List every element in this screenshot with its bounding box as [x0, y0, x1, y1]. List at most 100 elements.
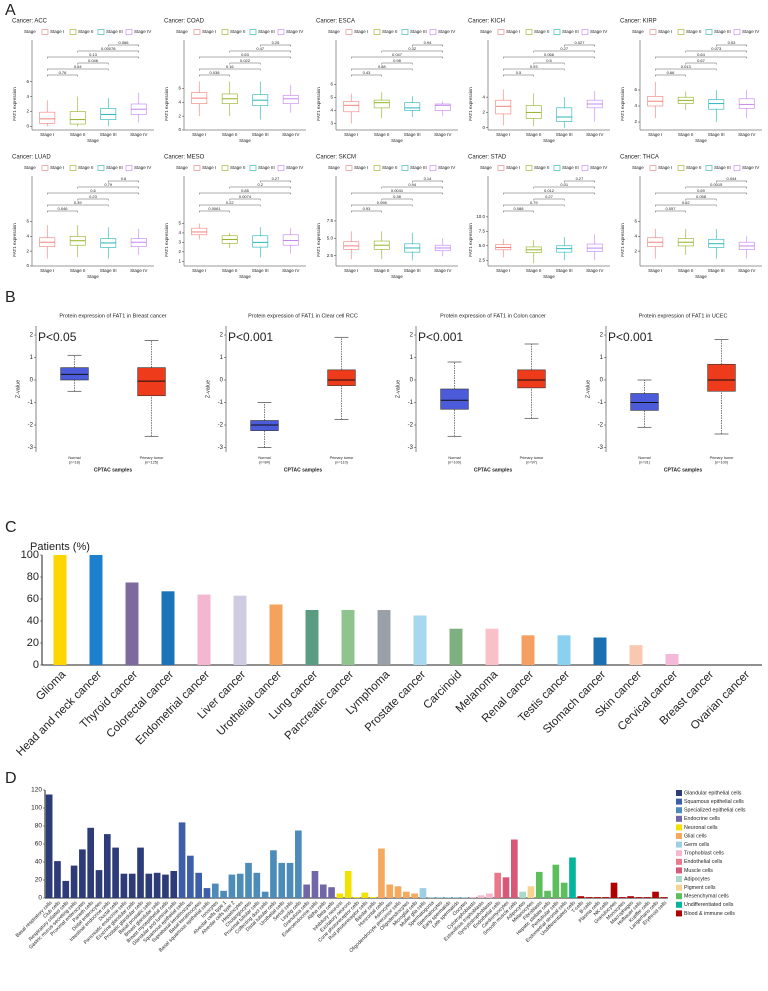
bracket [260, 180, 291, 183]
x-axis-label: Stage [695, 138, 707, 143]
bar [436, 897, 443, 898]
x-tick-label: Stage III [252, 132, 269, 137]
y-tick-label: 2 [26, 109, 29, 114]
bar [403, 891, 410, 898]
x-axis-label: CPTAC samples [284, 467, 322, 473]
x-tick-label: Stage II [526, 268, 542, 273]
p-value: 0.39 [74, 200, 83, 205]
bracket [564, 44, 595, 47]
bar [319, 884, 327, 898]
panel-label: D [5, 770, 17, 787]
chart-title: Cancer: SKCM [316, 155, 356, 161]
x-tick-label: Stage III [708, 132, 725, 137]
legend-title: Stage [480, 29, 492, 34]
box [404, 102, 421, 111]
y-tick-label: 4 [26, 94, 29, 99]
bar [303, 884, 310, 898]
legend-label: Stage II [78, 165, 94, 170]
x-axis-label: Stage [239, 138, 251, 143]
x-tick-label: Primary tumor [710, 456, 735, 460]
x-tick-label: Urothelial cancer [215, 669, 285, 739]
bar [544, 890, 551, 898]
box [343, 101, 360, 113]
p-value: 0.6 [90, 188, 96, 193]
x-tick-label: Stage III [404, 268, 421, 273]
x-axis-label: Stage [543, 274, 555, 279]
bar [361, 892, 369, 898]
bar [643, 897, 651, 898]
p-value: 0.27 [545, 194, 554, 199]
bracket [47, 56, 139, 59]
bracket [655, 204, 717, 207]
bar [170, 871, 178, 898]
bracket [351, 56, 443, 59]
x-axis-label: Stage [543, 138, 555, 143]
box [39, 111, 56, 124]
bar [602, 897, 610, 898]
x-tick-label: Stage III [100, 132, 117, 137]
bracket [108, 180, 139, 183]
legend-label: Stage III [562, 165, 579, 170]
y-tick-label: 2.5 [479, 257, 486, 262]
y-tick-label: 5 [330, 95, 333, 100]
chart-title: Protein expression of FAT1 in Colon canc… [440, 313, 546, 319]
p-value: 0.63 [241, 52, 250, 57]
legend-swatch [221, 165, 229, 171]
bar [452, 897, 460, 898]
legend-label: Stage III [106, 165, 123, 170]
p-value: 0.0015 [710, 182, 723, 187]
legend-label: Mesenchymal cells [684, 894, 729, 900]
y-tick-label: 1 [600, 355, 604, 361]
bracket [412, 44, 443, 47]
y-tick-label: -1 [218, 400, 224, 406]
bar [45, 794, 53, 898]
legend-title: Stage [24, 29, 36, 34]
p-value: 0.047 [392, 52, 403, 57]
bracket [351, 204, 413, 207]
x-tick-label: Stage I [192, 132, 206, 137]
legend-swatch [41, 29, 49, 35]
bar [353, 897, 360, 898]
p-value: 0.66 [667, 70, 676, 75]
bar [394, 886, 402, 898]
y-tick-label: 60 [27, 593, 39, 605]
y-axis-label: Z-value [205, 380, 211, 398]
y-tick-label: 2 [634, 248, 637, 253]
panel-label: A [5, 2, 16, 19]
legend-swatch [676, 850, 682, 857]
y-tick-label: -1 [28, 400, 34, 406]
legend-swatch [221, 29, 229, 35]
x-tick-label: Stage IV [282, 268, 299, 273]
p-value: 0.088 [513, 206, 524, 211]
bracket [533, 50, 595, 53]
legend-swatch [705, 29, 713, 35]
bar [635, 897, 643, 898]
x-tick-label: Stage I [496, 132, 510, 137]
bracket [655, 56, 747, 59]
y-tick-label: -2 [408, 423, 414, 429]
chart-title: Cancer: ACC [12, 19, 48, 25]
box [137, 367, 166, 397]
chart-title: Cancer: STAD [468, 155, 507, 161]
legend-swatch [97, 165, 105, 171]
y-tick-label: 120 [31, 787, 42, 794]
box [373, 99, 390, 109]
bar [444, 897, 452, 898]
legend-label: Stage III [258, 29, 275, 34]
legend-label: Stage I [354, 29, 368, 34]
legend-swatch [525, 165, 533, 171]
bracket [412, 180, 443, 183]
x-tick-label: Stage IV [130, 268, 147, 273]
bracket [533, 186, 595, 189]
x-tick-label: Glioma [34, 668, 69, 703]
bar [486, 893, 493, 898]
y-axis-label: FAT1 expression [164, 87, 169, 121]
legend-swatch [125, 165, 133, 171]
legend-swatch [429, 165, 437, 171]
y-tick-label: 3 [330, 121, 333, 126]
box [250, 420, 279, 431]
p-value: 0.79 [104, 182, 113, 187]
y-tick-label: 6 [26, 79, 29, 84]
y-tick-label: 4 [26, 233, 29, 238]
